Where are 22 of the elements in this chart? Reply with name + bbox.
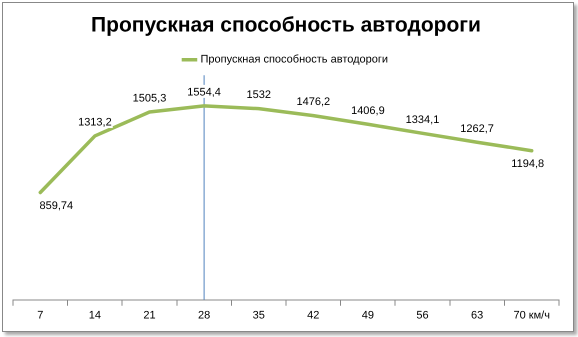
- data-label: 859,74: [39, 200, 74, 212]
- x-tick-label: 35: [252, 309, 265, 322]
- x-tick-label: 28: [198, 309, 210, 322]
- data-label: 1476,2: [296, 96, 330, 108]
- data-label: 1532: [246, 89, 271, 102]
- x-tick-label: 42: [307, 309, 320, 322]
- chart-title: Пропускная способность автодороги: [91, 13, 481, 36]
- data-label: 1554,4: [187, 86, 221, 98]
- x-tick-label: 49: [362, 309, 374, 322]
- x-tick-label: 63: [470, 309, 484, 322]
- data-label: 1505,3: [132, 92, 166, 105]
- data-label: 1334,1: [406, 114, 440, 126]
- x-tick-label: 70 км/ч: [513, 309, 550, 322]
- data-label: 1313,2: [78, 116, 112, 128]
- data-label: 1406,9: [351, 104, 385, 117]
- x-tick-label: 56: [416, 309, 429, 322]
- x-tick-label: 14: [88, 309, 102, 322]
- x-tick-label: 7: [37, 309, 44, 322]
- data-label: 1262,7: [460, 122, 494, 135]
- legend-label: Пропускная способность автодороги: [200, 54, 388, 66]
- x-tick-label: 21: [143, 309, 156, 322]
- data-label: 1194,8: [511, 158, 544, 170]
